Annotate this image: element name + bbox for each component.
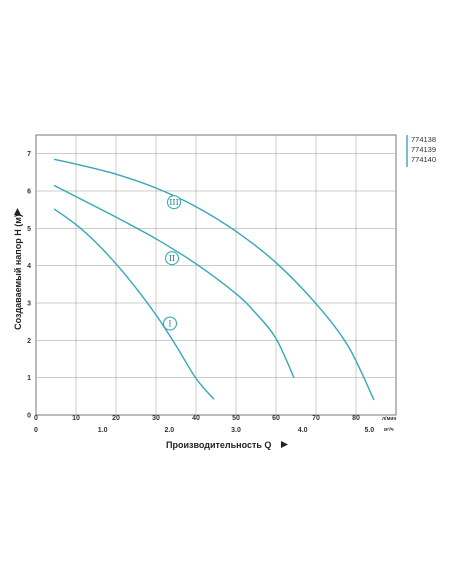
curve-marker-II [164,251,180,266]
x-tick-label-lpm: 40 [192,415,200,422]
y-tick-labels: 0 1 2 3 4 5 6 7 [27,151,31,419]
y-axis-arrow-icon [14,208,21,215]
plot-frame [35,134,397,416]
y-axis-title: Создаваемый напор H (м) [13,214,23,330]
y-tick-label: 4 [27,263,31,270]
x-tick-label-m3h: 1.0 [98,427,108,434]
x-tick-label-m3h: 3.0 [231,427,241,434]
x-tick-label-lpm: 10 [72,415,80,422]
x-tick-label-lpm: 80 [352,415,360,422]
y-tick-label: 6 [27,189,31,196]
x-tick-label-m3h: 2.0 [164,427,174,434]
x-tick-label-lpm: 30 [152,415,160,422]
x-axis-arrow-icon [281,441,288,448]
curve-marker-III [166,195,182,210]
y-tick-label: 2 [27,338,31,345]
x-unit-m3h: м³/ч [384,427,394,433]
y-axis-title-group: Создаваемый напор H (м) [13,214,23,330]
y-tick-label: 0 [27,413,31,420]
x-tick-labels-lpm: 0 10 20 30 40 50 60 70 80 [34,415,360,422]
y-tick-label: 1 [27,375,31,382]
curve-label-III: III [169,198,178,207]
x-tick-label-lpm: 60 [272,415,280,422]
x-axis-title: Производительность Q [166,440,271,450]
x-unit-lpm: л/мин [382,416,396,422]
x-tick-label-lpm: 20 [112,415,120,422]
y-tick-label: 3 [27,301,31,308]
curve-II [53,184,295,378]
curve-III [53,158,375,401]
grid [36,135,396,415]
legend-entry: 774140 [411,155,436,164]
pump-curves [53,158,375,401]
curve-label-II: II [169,254,175,263]
x-tick-label-lpm: 70 [312,415,320,422]
x-tick-label-lpm: 0 [34,415,38,422]
y-tick-label: 7 [27,151,31,158]
legend-entry: 774139 [411,145,436,154]
x-tick-label-m3h: 0 [34,427,38,434]
legend-entry: 774138 [411,135,436,144]
y-tick-label: 5 [27,226,31,233]
curve-label-I: I [168,319,171,328]
x-tick-label-m3h: 4.0 [298,427,308,434]
x-tick-label-lpm: 50 [232,415,240,422]
curve-I [53,208,215,400]
x-tick-label-m3h: 5.0 [364,427,374,434]
curve-marker-I [162,316,178,331]
x-tick-labels-m3h: 0 1.0 2.0 3.0 4.0 5.0 [34,427,374,434]
